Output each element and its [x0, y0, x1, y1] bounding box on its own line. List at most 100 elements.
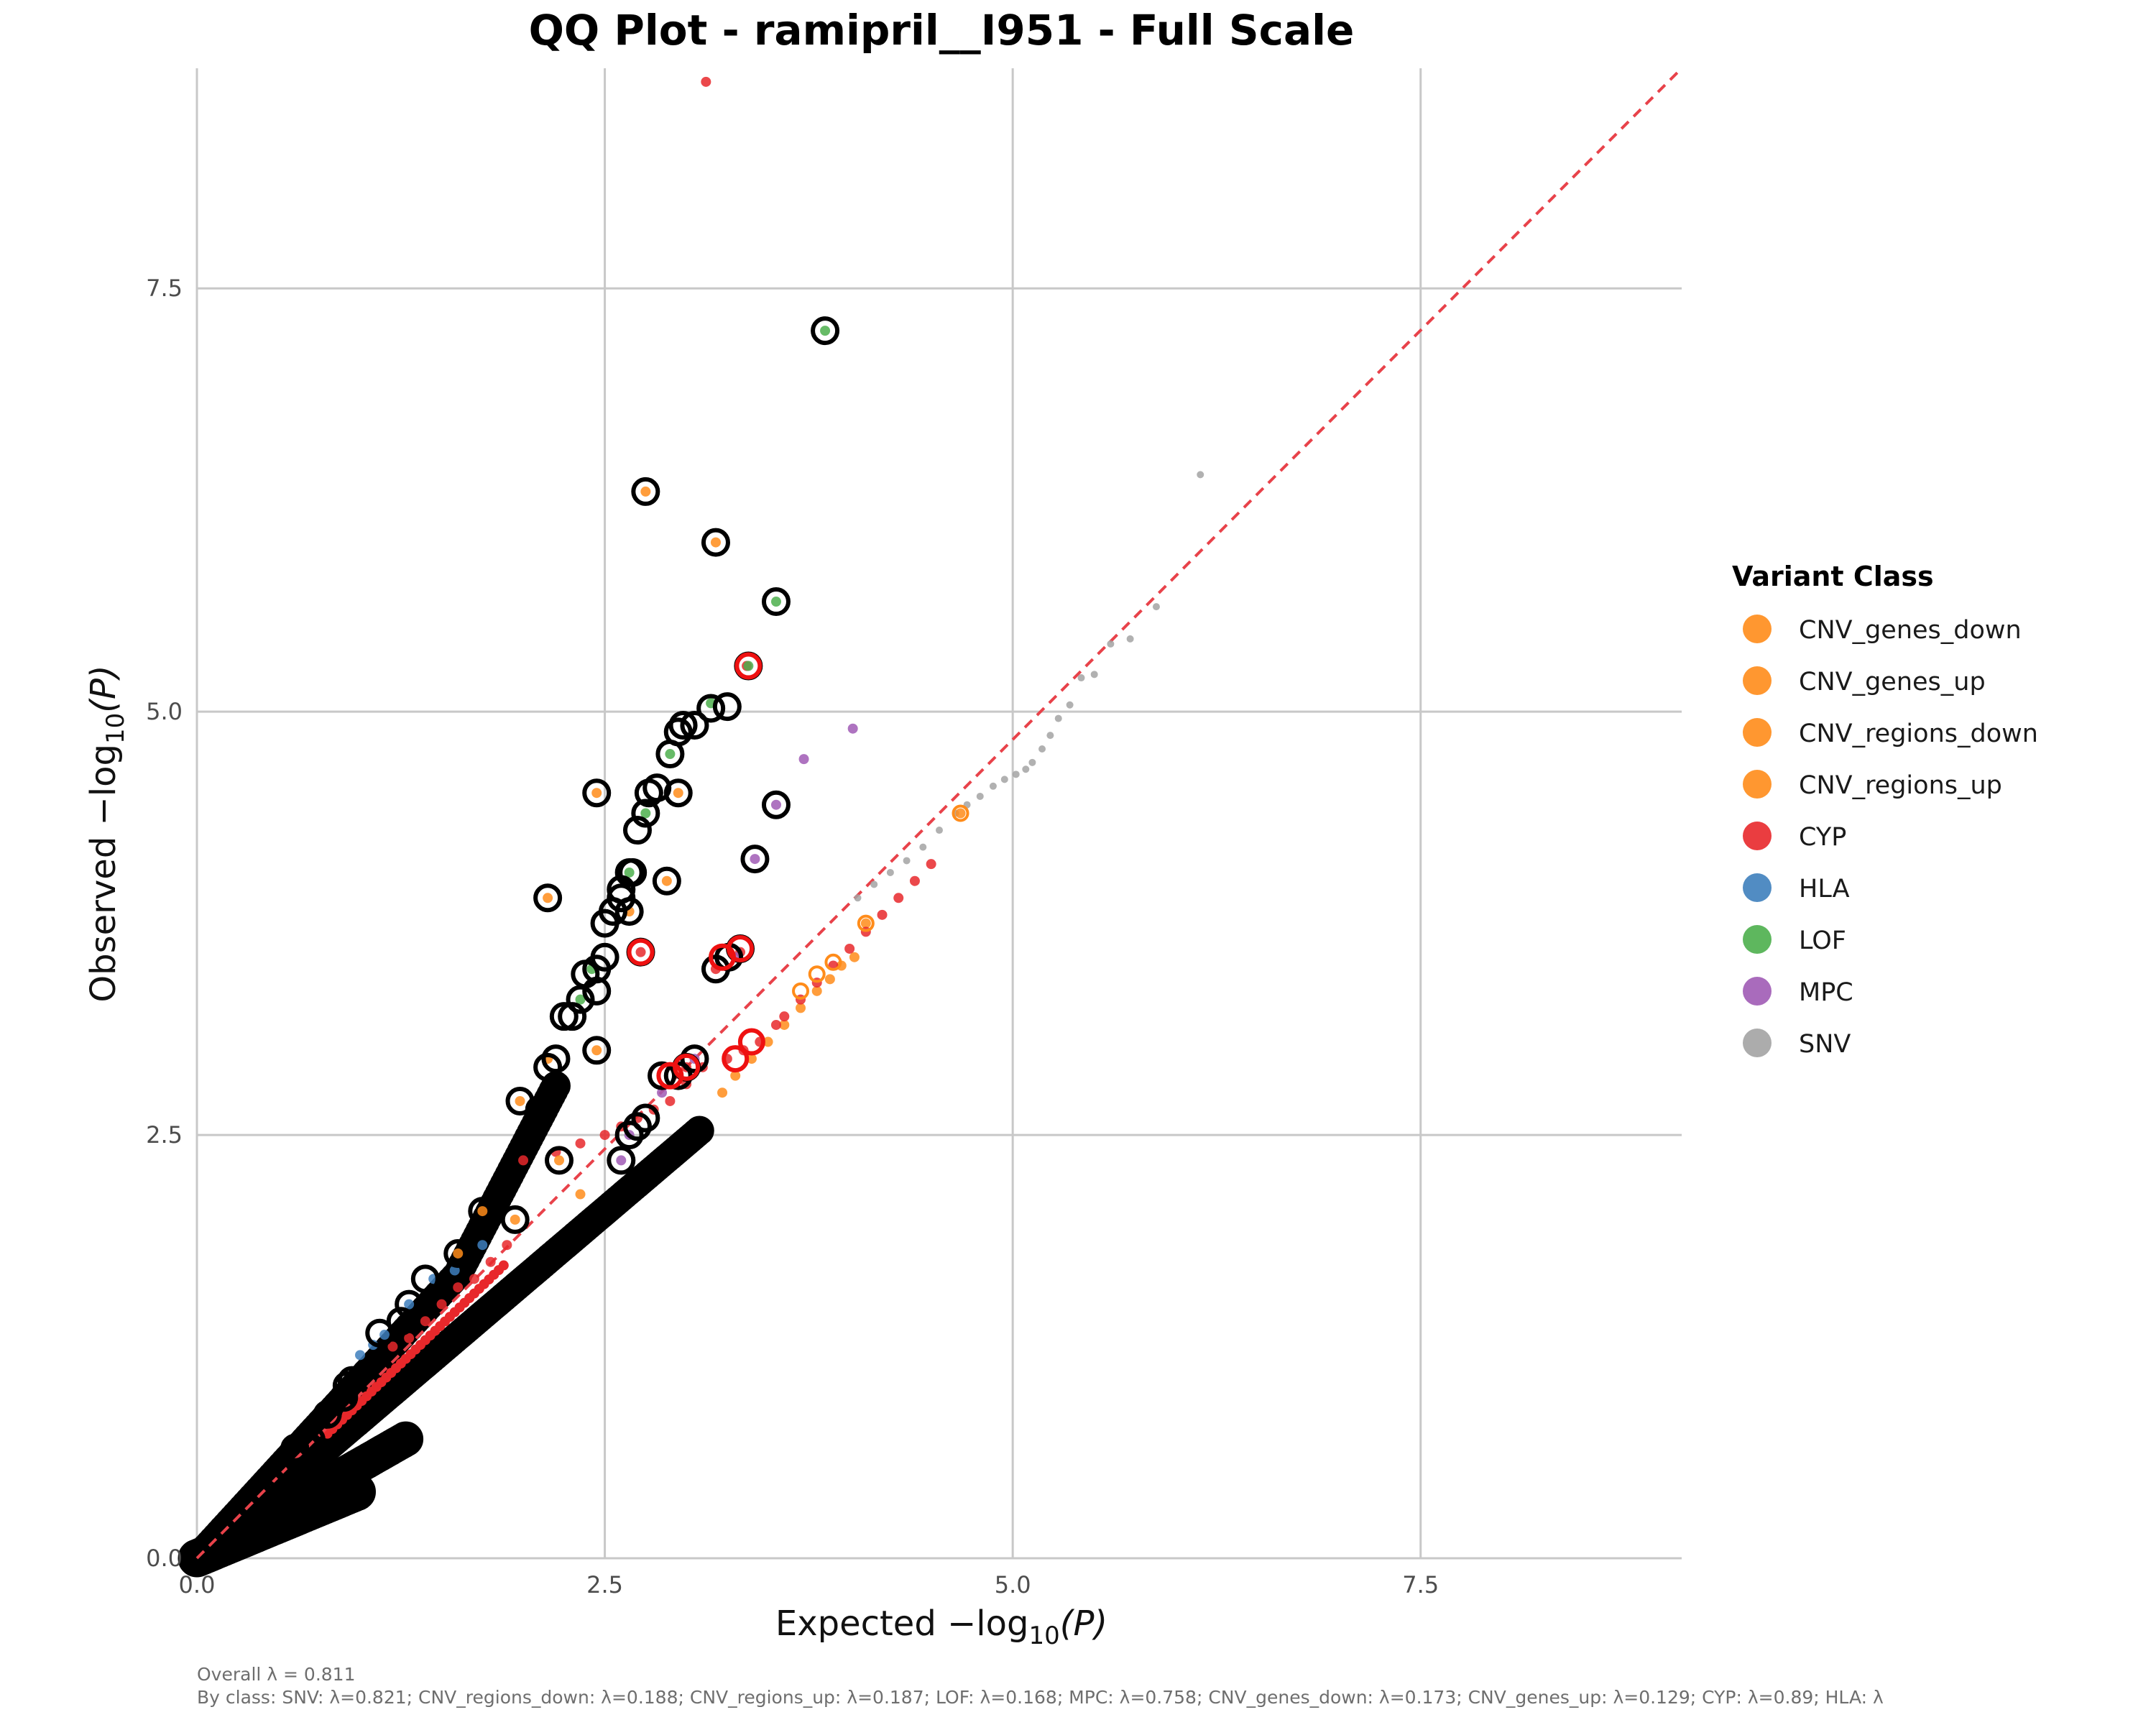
x-tick-label: 2.5	[586, 1571, 623, 1598]
highlight-ring	[622, 816, 652, 845]
highlight-ring	[443, 1238, 473, 1268]
x-tick-label: 7.5	[1402, 1571, 1439, 1598]
point-snv	[1012, 770, 1020, 778]
point-hla	[355, 1350, 366, 1361]
highlight-ring-cyp	[722, 1045, 750, 1073]
legend-label: CYP	[1799, 823, 1846, 852]
highlight-ring	[489, 1171, 518, 1200]
point-mpc	[770, 799, 781, 810]
point-cnv-regions-up	[955, 808, 966, 819]
point-cnv-regions-up	[796, 1003, 806, 1013]
point-mpc	[847, 723, 858, 734]
point-snv	[1066, 701, 1074, 709]
point-cyp	[502, 1240, 512, 1251]
point-hla	[404, 1299, 415, 1310]
point-cnv-genes-down	[710, 537, 721, 548]
point-hla	[477, 1240, 488, 1251]
point-cyp	[387, 1341, 398, 1352]
y-tick-label: 0.0	[146, 1545, 183, 1572]
point-cnv-regions-up	[717, 1087, 728, 1098]
highlight-ring-cyp	[734, 652, 763, 680]
highlight-ring-cnv	[824, 953, 842, 971]
highlight-ring	[712, 692, 742, 722]
highlight-ring	[590, 908, 619, 938]
bulk-point	[388, 1421, 424, 1457]
highlight-ring	[395, 1289, 424, 1319]
point-cyp	[575, 1138, 586, 1149]
highlight-ring-cnv	[857, 914, 875, 932]
point-cnv-genes-down	[477, 1206, 488, 1217]
point-cyp	[665, 1095, 676, 1106]
point-cnv-regions-up	[763, 1036, 773, 1047]
highlight-ring	[582, 778, 612, 808]
point-cnv-genes-down	[510, 1214, 520, 1225]
highlight-ring	[761, 587, 791, 617]
reference-diagonal-line	[195, 67, 1683, 1560]
legend-swatch	[1743, 822, 1772, 850]
highlight-ring	[614, 1121, 644, 1150]
point-cyp	[635, 947, 646, 957]
data-points-layer	[355, 76, 1204, 1361]
point-cyp	[844, 943, 855, 954]
y-tick-label: 7.5	[146, 275, 183, 302]
legend-swatch	[1743, 977, 1772, 1006]
point-snv	[1000, 776, 1008, 783]
highlight-ring	[631, 1103, 660, 1133]
point-lof	[575, 994, 586, 1005]
highlight-ring-cnv	[792, 982, 810, 1000]
highlight-ring	[740, 845, 770, 874]
highlight-ring	[582, 976, 612, 1006]
point-snv	[976, 792, 984, 800]
chart-title: QQ Plot - ramipril__I951 - Full Scale	[529, 6, 1355, 55]
legend-label: SNV	[1799, 1030, 1851, 1059]
y-axis-title: Observed −log10(P)	[83, 665, 130, 1002]
point-cnv-genes-down	[575, 1189, 586, 1200]
point-cnv-regions-up	[860, 918, 871, 929]
point-cyp	[518, 1155, 529, 1166]
legend-swatch	[1743, 925, 1772, 954]
highlight-ring	[337, 1366, 367, 1395]
highlight-ring	[652, 866, 681, 896]
legend-label: CNV_genes_up	[1799, 668, 1986, 696]
y-tick-label: 5.0	[146, 698, 183, 725]
highlight-ring	[410, 1264, 440, 1294]
point-cyp	[485, 1256, 496, 1267]
legend-label: CNV_regions_up	[1799, 771, 2002, 800]
point-snv	[886, 868, 894, 876]
point-hla	[379, 1330, 390, 1340]
point-cyp	[926, 859, 936, 870]
legend-label: CNV_regions_down	[1799, 719, 2038, 748]
lower-branch-point	[684, 1116, 714, 1146]
point-cyp	[453, 1282, 464, 1293]
point-cnv-genes-down	[661, 875, 672, 886]
point-snv	[1046, 732, 1054, 740]
point-cnv-regions-up	[824, 974, 835, 985]
highlight-ring	[280, 1433, 310, 1463]
point-snv	[903, 857, 911, 865]
legend-swatch	[1743, 770, 1772, 799]
legend-title: Variant Class	[1732, 561, 1934, 592]
highlight-ring	[634, 778, 663, 808]
highlight-ring	[631, 799, 660, 828]
highlight-ring	[680, 711, 709, 740]
highlight-ring	[533, 883, 563, 913]
highlight-ring	[533, 1052, 563, 1082]
highlight-ring	[558, 1002, 587, 1031]
highlight-ring-cyp	[656, 1062, 684, 1090]
highlight-ring	[614, 897, 644, 926]
point-cnv-genes-down	[673, 788, 683, 799]
point-snv	[989, 782, 997, 790]
highlight-ring	[696, 694, 726, 723]
highlight-ring	[668, 711, 698, 740]
point-snv	[1022, 765, 1030, 773]
point-cnv-regions-up	[730, 1070, 741, 1081]
highlight-ring	[332, 1371, 361, 1400]
highlight-ring	[525, 1095, 554, 1124]
legend-swatch	[1743, 873, 1772, 902]
highlight-ring	[622, 1112, 652, 1141]
highlight-rings-layer	[264, 316, 969, 1489]
highlight-ring	[631, 477, 660, 506]
highlight-ring	[648, 1061, 677, 1090]
y-axis-ticks: 0.0 2.5 5.0 7.5	[146, 275, 183, 1572]
